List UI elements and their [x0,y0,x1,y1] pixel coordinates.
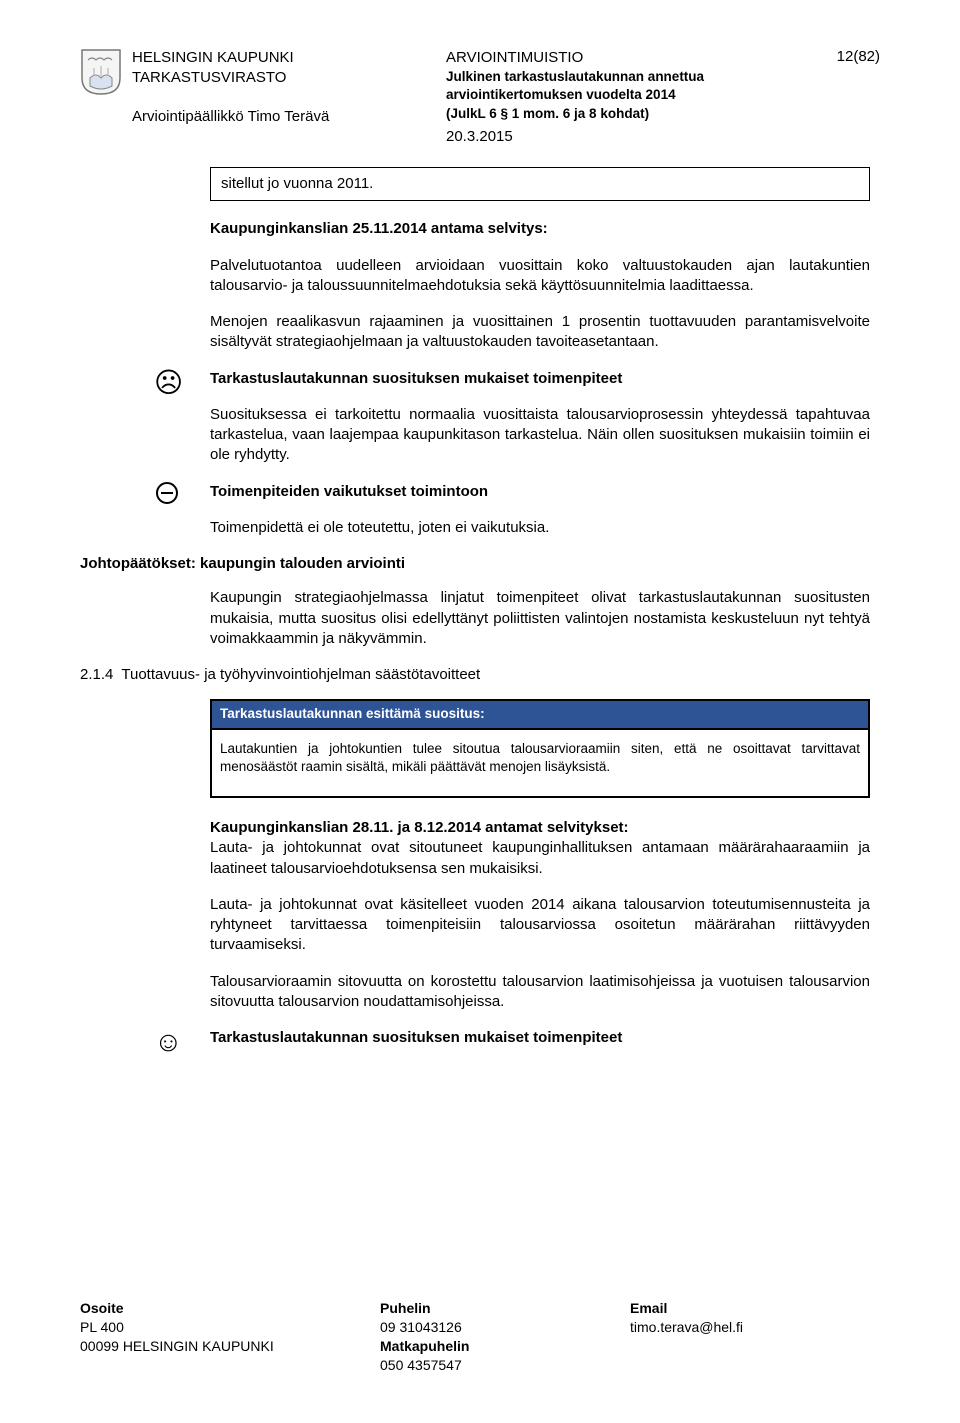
neutral-minus-icon [156,482,178,504]
smile-heading: Tarkastuslautakunnan suosituksen mukaise… [210,1028,870,1048]
conclusions-heading: Johtopäätökset: kaupungin talouden arvio… [80,554,870,574]
paragraph-6-block: Kaupunginkanslian 28.11. ja 8.12.2014 an… [210,818,870,879]
sad-face-icon: ☹ [154,369,183,397]
header-center: ARVIOINTIMUISTIO Julkinen tarkastuslauta… [446,48,796,147]
page: HELSINGIN KAUPUNKI TARKASTUSVIRASTO Arvi… [0,0,960,1423]
address-line-1: PL 400 [80,1318,380,1337]
paragraph-2: Menojen reaalikasvun rajaaminen ja vuosi… [210,312,870,353]
happy-face-icon: ☺ [154,1028,183,1056]
author-line: Arviointipäällikkö Timo Terävä [132,107,422,127]
boxed-note-1-text: sitellut jo vuonna 2011. [221,175,373,192]
document-footer: Osoite PL 400 00099 HELSINGIN KAUPUNKI P… [80,1299,880,1375]
frown-heading: Tarkastuslautakunnan suosituksen mukaise… [210,369,870,389]
paragraph-4: Toimenpidettä ei ole toteutettu, joten e… [210,518,870,538]
heading-selvitys: Kaupunginkanslian 25.11.2014 antama selv… [210,219,870,239]
phone-label: Puhelin [380,1299,630,1318]
neutral-section: Toimenpiteiden vaikutukset toimintoon [210,482,870,502]
smile-section: ☺ Tarkastuslautakunnan suosituksen mukai… [210,1028,870,1048]
helsinki-crest-icon [80,48,122,96]
address-label: Osoite [80,1299,380,1318]
org-name-1: HELSINGIN KAUPUNKI [132,48,422,68]
footer-address: Osoite PL 400 00099 HELSINGIN KAUPUNKI [80,1299,380,1375]
phone-value: 09 31043126 [380,1318,630,1337]
mobile-label: Matkapuhelin [380,1337,630,1356]
boxed-note-1: sitellut jo vuonna 2011. [210,167,870,201]
mobile-value: 050 4357547 [380,1356,630,1375]
address-line-2: 00099 HELSINGIN KAUPUNKI [80,1337,380,1356]
email-label: Email [630,1299,880,1318]
recommendation-table: Tarkastuslautakunnan esittämä suositus: … [210,699,870,798]
section-214: 2.1.4 Tuottavuus- ja työhyvinvointiohjel… [80,665,870,685]
doc-date: 20.3.2015 [446,127,796,147]
section-title: Tuottavuus- ja työhyvinvointiohjelman sä… [121,665,480,685]
paragraph-6: Lauta- ja johtokunnat ovat sitoutuneet k… [210,839,870,876]
page-number: 12(82) [837,48,880,65]
paragraph-5: Kaupungin strategiaohjelmassa linjatut t… [210,588,870,649]
doc-subtitle-3: (JulkL 6 § 1 mom. 6 ja 8 kohdat) [446,105,796,123]
recommendation-header: Tarkastuslautakunnan esittämä suositus: [211,700,869,728]
header-left: HELSINGIN KAUPUNKI TARKASTUSVIRASTO Arvi… [132,48,422,147]
footer-phone: Puhelin 09 31043126 Matkapuhelin 050 435… [380,1299,630,1375]
paragraph-3: Suosituksessa ei tarkoitettu normaalia v… [210,405,870,466]
doc-subtitle-2: arviointikertomuksen vuodelta 2014 [446,86,796,104]
frown-section: ☹ Tarkastuslautakunnan suosituksen mukai… [210,369,870,389]
paragraph-7: Lauta- ja johtokunnat ovat käsitelleet v… [210,895,870,956]
selvitykset2-heading: Kaupunginkanslian 28.11. ja 8.12.2014 an… [210,819,629,836]
footer-email: Email timo.terava@hel.fi [630,1299,880,1375]
recommendation-body: Lautakuntien ja johtokuntien tulee sitou… [211,729,869,797]
header-columns: HELSINGIN KAUPUNKI TARKASTUSVIRASTO Arvi… [132,48,880,147]
org-name-2: TARKASTUSVIRASTO [132,68,422,88]
header-right: 12(82) [820,48,880,147]
document-header: HELSINGIN KAUPUNKI TARKASTUSVIRASTO Arvi… [80,48,880,147]
email-value: timo.terava@hel.fi [630,1318,880,1337]
section-number: 2.1.4 [80,665,113,685]
paragraph-1: Palvelutuotantoa uudelleen arvioidaan vu… [210,256,870,297]
doc-subtitle-1: Julkinen tarkastuslautakunnan annettua [446,68,796,86]
paragraph-8: Talousarvioraamin sitovuutta on korostet… [210,972,870,1013]
neutral-heading: Toimenpiteiden vaikutukset toimintoon [210,482,870,502]
doc-title: ARVIOINTIMUISTIO [446,48,796,68]
document-body: sitellut jo vuonna 2011. Kaupunginkansli… [210,167,870,1048]
